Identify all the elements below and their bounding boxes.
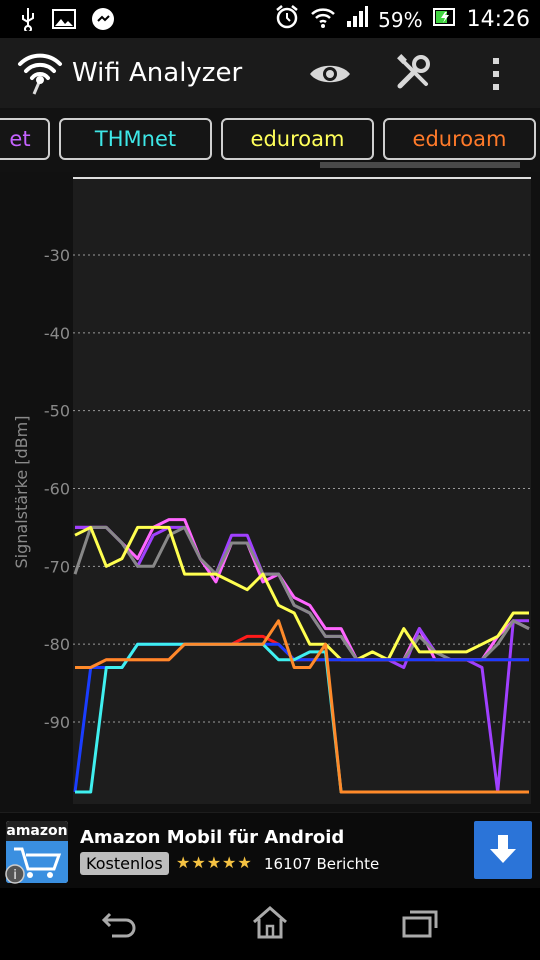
ad-title: Amazon Mobil für Android [80, 827, 345, 848]
network-tab-strip: et THMnet eduroam eduroam [0, 108, 540, 172]
network-tab[interactable]: eduroam [221, 118, 374, 160]
y-tick-label: -40 [44, 324, 70, 343]
wifi-signal-icon [310, 5, 336, 34]
y-tick-label: -90 [44, 713, 70, 732]
amazon-logo-text: amazon [6, 821, 68, 841]
info-icon[interactable]: i [4, 863, 26, 889]
usb-icon [18, 7, 38, 35]
navigation-bar [0, 888, 540, 960]
network-tab[interactable]: THMnet [59, 118, 212, 160]
network-tab-label: et [9, 127, 31, 151]
download-button[interactable] [474, 821, 532, 879]
download-arrow-icon [490, 835, 516, 863]
back-icon[interactable] [100, 908, 140, 944]
action-bar: Wifi Analyzer [0, 38, 540, 109]
network-tab-label: eduroam [412, 127, 507, 151]
y-axis-label: Signalstärke [dBm] [12, 416, 31, 569]
battery-percentage: 59% [378, 7, 423, 32]
network-tab-label: THMnet [94, 127, 177, 151]
home-icon[interactable] [250, 904, 290, 944]
y-tick-label: -50 [44, 402, 70, 421]
tools-icon[interactable] [396, 54, 432, 94]
signal-series-line [75, 619, 529, 794]
chat-icon [90, 6, 116, 36]
status-bar: 59% 14:26 [0, 0, 540, 38]
signal-chart: Signalstärke [dBm] -30 -40 -50 -60 -70 -80 -90 [0, 172, 540, 812]
plot-background [73, 178, 531, 804]
y-tick-label: -70 [44, 557, 70, 576]
cell-signal-icon [346, 6, 369, 33]
y-tick-label: -30 [44, 246, 70, 265]
tab-scroll-indicator [320, 162, 520, 168]
battery-icon [432, 6, 457, 33]
clock: 14:26 [466, 7, 530, 32]
signal-chart-svg: Signalstärke [dBm] -30 -40 -50 -60 -70 -80 -90 [12, 177, 531, 804]
image-icon [52, 8, 76, 34]
app-title: Wifi Analyzer [72, 58, 243, 88]
y-tick-label: -80 [44, 635, 70, 654]
y-tick-label: -60 [44, 480, 70, 499]
signal-series-line [74, 525, 529, 662]
ad-rating-stars: ★★★★★ [176, 853, 253, 872]
wifi-analyzer-logo-icon [16, 50, 64, 100]
svg-text:i: i [13, 868, 17, 883]
ad-price-badge: Kostenlos [80, 852, 169, 875]
recent-apps-icon[interactable] [400, 908, 440, 944]
network-tab[interactable]: eduroam [383, 118, 536, 160]
network-tab[interactable]: et [0, 118, 50, 160]
ad-reviews: 16107 Berichte [264, 855, 380, 873]
alarm-icon [274, 4, 300, 35]
ad-banner[interactable]: amazon i Amazon Mobil für Android Kosten… [0, 812, 540, 889]
eye-icon[interactable] [308, 60, 352, 92]
network-tab-label: eduroam [250, 127, 345, 151]
overflow-menu-icon[interactable] [490, 56, 502, 96]
